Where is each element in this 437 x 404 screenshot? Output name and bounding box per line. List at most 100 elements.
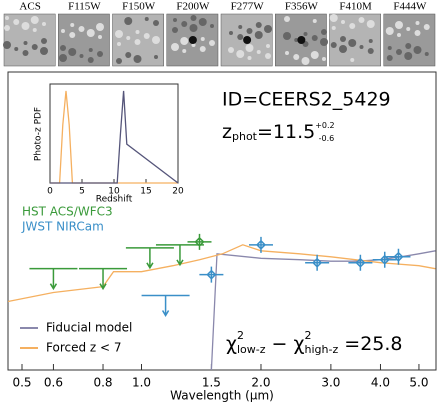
x-tick-label: 5.0	[409, 376, 428, 390]
x-axis-label: Wavelength (μm)	[170, 389, 274, 403]
upper-limit	[141, 294, 190, 317]
cutout-noise	[413, 46, 422, 54]
cutout-noise	[405, 43, 412, 49]
chi-square: χ2 low-z − χ2 high-z =25.8	[226, 329, 403, 356]
cutout-noise	[133, 55, 142, 63]
chi-square-part: =25.8	[338, 333, 402, 355]
cutout-noise	[117, 42, 121, 46]
cutout-noise	[115, 30, 123, 38]
cutout-noise	[423, 24, 430, 30]
cutout-noise	[387, 46, 392, 50]
cutout-noise	[152, 36, 160, 44]
cutout-noise	[386, 55, 393, 61]
cutout-noise	[397, 33, 401, 37]
cutout-noise	[350, 58, 355, 62]
cutout-noise	[70, 23, 75, 27]
cutout-noise	[32, 28, 37, 32]
detection	[187, 233, 212, 250]
legend-series: HST ACS/WFC3	[22, 205, 113, 219]
chi-square-part: 2	[305, 329, 312, 342]
cutout-noise	[284, 16, 290, 22]
cutout-noise	[125, 52, 132, 58]
model-line	[7, 244, 436, 303]
cutout-noise	[358, 17, 365, 23]
cutout-noise	[254, 31, 263, 39]
pdf-curve	[50, 90, 179, 184]
cutout-noise	[86, 29, 95, 37]
cutout-noise	[339, 45, 347, 53]
cutout-noise	[40, 47, 48, 55]
legend-series: JWST NIRCam	[21, 220, 104, 234]
cutout-noise	[210, 24, 214, 28]
cutout-noise	[395, 21, 403, 29]
cutout-noise	[143, 33, 150, 39]
cutout-noise	[126, 36, 131, 40]
cutout-noise	[415, 21, 420, 25]
cutout-noise	[171, 43, 179, 51]
cutout-noise	[266, 44, 270, 48]
cutout-noise	[200, 37, 205, 41]
cutout-noise	[256, 50, 261, 54]
cutout-noise	[134, 39, 141, 45]
cutout-noise	[182, 49, 187, 53]
cutout-noise	[4, 25, 10, 31]
photo-z-part: +0.2	[315, 121, 334, 130]
cutout-label: ACS	[19, 1, 40, 13]
cutout-noise	[293, 54, 300, 60]
inset-x-label: Redshift	[96, 195, 133, 205]
x-tick-label: 0.8	[93, 376, 112, 390]
cutout-noise	[180, 37, 189, 45]
detection	[199, 266, 224, 283]
cutout-noise	[246, 28, 253, 34]
cutout-label: F115W	[68, 1, 101, 13]
cutout-noise	[229, 31, 233, 35]
cutout-noise	[191, 43, 196, 47]
cutout-noise	[330, 42, 337, 48]
cutout-noise	[30, 16, 39, 24]
x-tick-label: 0.5	[12, 376, 31, 390]
cutout-noise	[264, 25, 272, 33]
cutout-noise	[238, 25, 243, 29]
photo-z-part: =11.5	[257, 121, 315, 143]
inset-x-tick-label: 5	[79, 187, 85, 197]
cutout-noise	[245, 44, 254, 52]
photo-z-part: z	[222, 121, 232, 143]
plot-frame	[7, 71, 437, 371]
cutout-noise	[97, 51, 103, 57]
cutout-noise	[368, 39, 373, 43]
detection	[305, 254, 330, 271]
cutout-noise	[329, 14, 338, 22]
cutout-label: F410M	[339, 1, 372, 13]
cutout-noise	[247, 56, 252, 60]
x-tick-label: 3.0	[321, 376, 340, 390]
cutout-noise	[236, 50, 245, 58]
cutout-noise	[341, 20, 345, 24]
inset-y-label: Photo-z PDF	[34, 107, 44, 161]
cutout-noise	[228, 47, 234, 53]
cutout-noise	[14, 47, 19, 51]
cutout-noise	[153, 20, 159, 26]
object-id: ID=CEERS2_5429	[222, 89, 391, 111]
x-tick-label: 4.0	[371, 376, 390, 390]
cutout-noise	[209, 40, 215, 46]
cutout-noise	[154, 55, 158, 59]
upper-limit	[29, 267, 78, 291]
cutout-noise	[23, 41, 28, 45]
cutout-noise	[396, 49, 402, 55]
cutout-noise	[237, 34, 244, 40]
cutout-noise	[41, 38, 47, 44]
inset-x-tick-label: 20	[172, 187, 184, 197]
cutout-noise	[116, 58, 122, 64]
cutout-noise	[265, 53, 271, 59]
cutout-noise	[22, 50, 29, 56]
upper-limit	[155, 244, 204, 267]
upper-limit	[79, 267, 128, 291]
cutout-noise	[3, 41, 11, 49]
photo-z-part: -0.6	[319, 134, 335, 143]
x-tick-label: 0.6	[44, 376, 63, 390]
chi-square-part: 2	[237, 329, 244, 342]
cutout-noise	[385, 27, 394, 35]
x-tick-label: 1.5	[202, 376, 221, 390]
cutout-noise	[78, 26, 85, 32]
